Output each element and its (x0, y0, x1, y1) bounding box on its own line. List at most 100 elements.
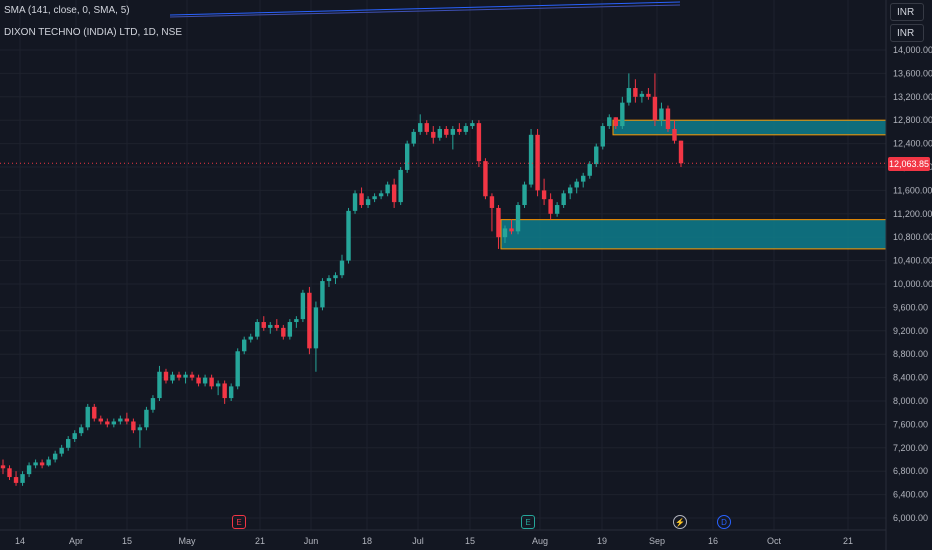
candle-body (574, 181, 579, 188)
candle-body (528, 134, 534, 185)
split-icon[interactable]: ⚡ (673, 515, 687, 529)
candle-body (339, 260, 345, 276)
candle-body (581, 175, 586, 182)
candle-body (26, 465, 32, 475)
price-tick-label: 10,000.00 (893, 279, 932, 289)
price-tick-label: 8,000.00 (893, 396, 928, 406)
candle-body (385, 184, 390, 194)
candle-body (398, 169, 403, 203)
candle-body (248, 336, 253, 340)
candle-body (678, 140, 684, 164)
price-tick-label: 8,800.00 (893, 349, 928, 359)
candle-body (541, 190, 547, 200)
candle-body (404, 143, 410, 170)
candle-body (365, 199, 371, 206)
indicator-label[interactable]: SMA (141, close, 0, SMA, 5) (4, 5, 130, 16)
candle-body (444, 128, 449, 135)
time-tick-label: 21 (843, 536, 853, 546)
candle-body (418, 123, 423, 132)
last-price-tag: 12,063.85 (888, 157, 930, 171)
candle-body (294, 319, 299, 323)
candle-body (20, 474, 25, 483)
price-tick-label: 11,600.00 (893, 185, 932, 195)
candle-body (189, 374, 195, 378)
earnings-icon[interactable]: E (521, 515, 535, 529)
price-tick-label: 11,200.00 (893, 209, 932, 219)
price-tick-label: 9,600.00 (893, 302, 928, 312)
candle-body (509, 228, 514, 232)
candle-body (496, 207, 501, 238)
candle-body (222, 383, 227, 399)
candle-body (626, 88, 632, 103)
candle-body (92, 406, 97, 419)
time-tick-label: 15 (122, 536, 132, 546)
time-tick-label: 19 (597, 536, 607, 546)
candle-body (391, 184, 397, 203)
currency-button[interactable]: INR (890, 24, 924, 42)
earnings-icon[interactable]: E (232, 515, 246, 529)
candle-body (333, 275, 338, 279)
price-tick-label: 7,200.00 (893, 443, 928, 453)
candle-body (313, 307, 319, 349)
candle-body (613, 117, 619, 127)
candle-body (131, 421, 136, 431)
currency-button-top[interactable]: INR (890, 3, 924, 21)
time-tick-label: Aug (532, 536, 548, 546)
time-tick-label: 14 (15, 536, 25, 546)
price-tick-label: 10,400.00 (893, 256, 932, 266)
price-tick-label: 6,000.00 (893, 513, 928, 523)
demand-zone (612, 119, 887, 136)
dividend-icon[interactable]: D (717, 515, 731, 529)
candle-body (118, 418, 123, 422)
price-tick-label: 12,400.00 (893, 139, 932, 149)
candle-body (242, 339, 247, 352)
candle-body (489, 196, 495, 208)
candle-body (255, 322, 260, 337)
candle-body (79, 427, 84, 434)
symbol-label[interactable]: DIXON TECHNO (INDIA) LTD, 1D, NSE (4, 27, 182, 38)
candle-body (639, 93, 645, 97)
candle-body (124, 418, 130, 422)
candle-body (98, 418, 103, 422)
candle-body (52, 453, 58, 460)
time-tick-label: May (178, 536, 196, 546)
price-tick-label: 14,000.00 (893, 45, 932, 55)
time-tick-label: Oct (767, 536, 782, 546)
candle-body (72, 433, 77, 440)
sma-line (169, 4, 681, 18)
candle-body (554, 205, 560, 214)
candle-body (268, 324, 273, 328)
candle-body (65, 439, 71, 448)
price-tick-label: 10,800.00 (893, 232, 932, 242)
candle-body (326, 278, 332, 282)
candle-body (672, 128, 677, 141)
time-tick-label: 16 (708, 536, 718, 546)
candle-body (567, 187, 573, 194)
candle-body (202, 377, 208, 384)
candle-body (150, 398, 156, 410)
candle-body (39, 462, 45, 466)
candle-body (137, 427, 143, 431)
candle-body (0, 465, 6, 469)
candle-body (144, 409, 149, 428)
candle-body (13, 477, 19, 483)
candle-body (600, 126, 605, 147)
candle-body (274, 324, 280, 328)
price-tick-label: 12,800.00 (893, 115, 932, 125)
price-tick-label: 6,400.00 (893, 490, 928, 500)
candle-body (424, 123, 429, 132)
candle-body (163, 371, 169, 381)
candle-body (307, 292, 312, 349)
candle-body (352, 193, 358, 211)
candle-body (659, 108, 664, 121)
time-tick-label: Apr (69, 536, 83, 546)
candle-body (209, 377, 214, 387)
candle-body (522, 184, 527, 206)
candle-body (170, 374, 175, 381)
candle-body (111, 421, 117, 425)
candle-body (476, 123, 482, 162)
candle-body (196, 377, 201, 384)
candle-body (235, 351, 240, 387)
candle-body (372, 196, 377, 200)
